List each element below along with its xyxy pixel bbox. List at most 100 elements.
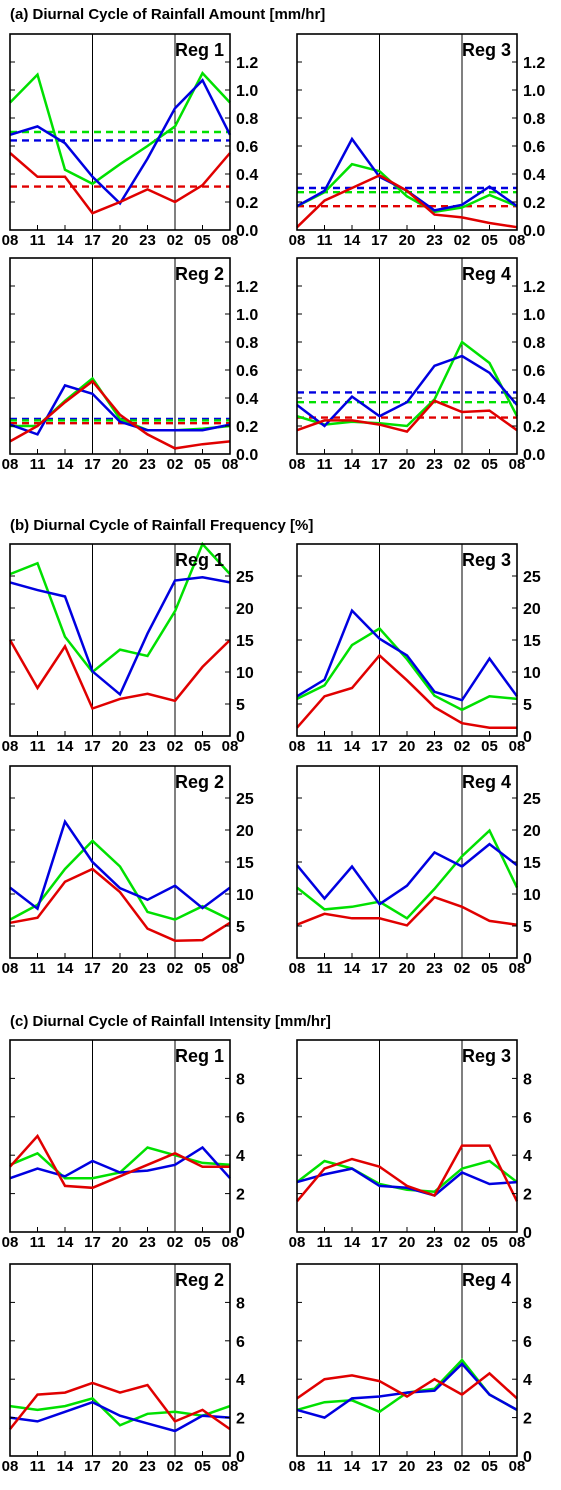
section-a-reg-2-x-tick-label: 17 — [84, 456, 101, 473]
section-c-reg-1-frame — [9, 1039, 231, 1233]
section-b-reg-3-x-tick-label: 11 — [317, 738, 333, 755]
section-b-reg-2-series-blue — [9, 818, 231, 911]
section-c-reg-4-panel: 08 11 14 17 20 23 02 05 08 2 4 6 8 0 Reg 4 — [289, 1263, 532, 1475]
section-c-reg-1-panel: 08 11 14 17 20 23 02 05 08 2 4 6 8 0 Reg 1 — [2, 1039, 245, 1251]
section-a-reg-4-y-zero-label: 0.0 — [523, 447, 545, 464]
section-c-reg-4-x-tick-label: 08 — [289, 1458, 306, 1475]
section-c-reg-4-x-tick-label: 08 — [509, 1458, 526, 1475]
section-a-reg-3-y-zero-label: 0.0 — [523, 223, 545, 240]
section-a-reg-3-x-tick-label: 08 — [289, 232, 306, 249]
section-c-reg-4-y-tick-label: 4 — [523, 1372, 532, 1389]
section-c-reg-1-panel-label: Reg 1 — [175, 1046, 224, 1066]
section-a-reg-4-panel-label: Reg 4 — [462, 264, 511, 284]
section-a-reg-1-series-blue — [9, 78, 232, 206]
section-a-reg-1-y-tick-label: 0.6 — [236, 139, 258, 156]
section-c-reg-3-x-tick-label: 08 — [509, 1234, 526, 1251]
section-a-reg-4-x-tick-label: 20 — [399, 456, 416, 473]
section-c-reg-4-x-tick-label: 20 — [399, 1458, 416, 1475]
section-a-reg-4-x-tick-label: 02 — [454, 456, 471, 473]
section-b-reg-2-x-tick-label: 23 — [139, 960, 156, 977]
section-b: (b) Diurnal Cycle of Rainfall Frequency … — [10, 517, 313, 534]
section-a-reg-3-series-blue — [296, 136, 518, 212]
section-b-reg-4-x-tick-label: 11 — [317, 960, 333, 977]
section-c-reg-1-x-tick-label: 14 — [57, 1234, 74, 1251]
section-c-reg-4-x-tick-label: 05 — [481, 1458, 498, 1475]
section-c-reg-2-x-tick-label: 17 — [84, 1458, 101, 1475]
section-a-reg-2-y-tick-label: 0.2 — [236, 419, 258, 436]
section-b-reg-2-y-tick-label: 5 — [236, 919, 245, 936]
section-b-reg-2-x-tick-label: 17 — [84, 960, 101, 977]
section-c-reg-4-x-tick-label: 11 — [317, 1458, 333, 1475]
section-b-reg-3-y-tick-label: 25 — [523, 569, 541, 586]
section-c-reg-2-panel: 08 11 14 17 20 23 02 05 08 2 4 6 8 0 Reg 2 — [2, 1263, 245, 1475]
section-c-reg-2-frame — [9, 1263, 231, 1457]
section-c-reg-3-y-tick-label: 8 — [523, 1071, 532, 1088]
section-b-reg-2-panel: 08 11 14 17 20 23 02 05 08 5 10 15 20 25 0 Reg 2 — [2, 765, 254, 977]
section-c-reg-4-series-red — [296, 1371, 518, 1400]
section-c-reg-2-x-tick-label: 02 — [167, 1458, 184, 1475]
section-c-reg-1-x-tick-label: 11 — [30, 1234, 46, 1251]
section-b-reg-4-y-tick-label: 5 — [523, 919, 532, 936]
section-a-reg-1-x-tick-label: 08 — [2, 232, 19, 249]
section-a-reg-3-x-tick-label: 02 — [454, 232, 471, 249]
section-b-reg-1-x-tick-label: 20 — [112, 738, 129, 755]
section-a-reg-2-x-tick-label: 05 — [194, 456, 211, 473]
section-c-reg-2-y-tick-label: 8 — [236, 1295, 245, 1312]
section-a-reg-2-panel: 08 11 14 17 20 23 02 05 08 0.2 0.4 0.6 0.8 1.0 1.2 0.0 R… — [2, 257, 258, 473]
section-b-reg-4-x-tick-label: 08 — [289, 960, 306, 977]
section-c: (c) Diurnal Cycle of Rainfall Intensity … — [10, 1013, 331, 1030]
section-c-reg-3-x-tick-label: 14 — [344, 1234, 361, 1251]
section-b-reg-1-x-tick-label: 02 — [167, 738, 184, 755]
section-a-reg-3-series-red — [296, 173, 518, 229]
section-a-reg-3-frame — [296, 33, 518, 231]
section-b-reg-4-series-blue — [296, 842, 518, 906]
section-a-reg-1-x-tick-label: 08 — [222, 232, 239, 249]
section-b-reg-4-x-tick-label: 08 — [509, 960, 526, 977]
section-c-reg-2-x-tick-label: 14 — [57, 1458, 74, 1475]
section-b-reg-1-panel: 08 11 14 17 20 23 02 05 08 5 10 15 20 25 0 Reg 1 — [2, 541, 254, 755]
section-c-reg-3-series-green — [296, 1159, 518, 1193]
section-a-reg-4-series-blue — [296, 354, 518, 428]
section-a-reg-1-y-tick-label: 0.4 — [236, 167, 258, 184]
section-b-reg-3-panel: 08 11 14 17 20 23 02 05 08 5 10 15 20 25 0 Reg 3 — [289, 543, 541, 755]
section-c-reg-2-x-tick-label: 08 — [2, 1458, 19, 1475]
section-b-reg-2-y-tick-label: 15 — [236, 855, 254, 872]
section-a-reg-3-panel-label: Reg 3 — [462, 40, 511, 60]
section-b-reg-4-y-tick-label: 15 — [523, 855, 541, 872]
section-c-reg-4-y-tick-label: 2 — [523, 1411, 532, 1428]
section-c-reg-3-y-tick-label: 6 — [523, 1110, 532, 1127]
section-c-reg-4-x-tick-label: 17 — [371, 1458, 388, 1475]
section-a-reg-1-y-tick-label: 0.2 — [236, 195, 258, 212]
section-b-reg-3-y-tick-label: 5 — [523, 697, 532, 714]
section-c-reg-3-x-tick-label: 05 — [481, 1234, 498, 1251]
section-b-reg-4-panel-label: Reg 4 — [462, 772, 511, 792]
section-c-reg-2-y-tick-label: 4 — [236, 1372, 245, 1389]
section-b-reg-2-y-tick-label: 10 — [236, 887, 254, 904]
section-a-reg-3-y-tick-label: 0.4 — [523, 167, 545, 184]
section-b-reg-1-x-tick-label: 08 — [2, 738, 19, 755]
section-a-reg-3-x-tick-label: 05 — [481, 232, 498, 249]
section-c-reg-3-x-tick-label: 17 — [371, 1234, 388, 1251]
section-a-reg-1-y-zero-label: 0.0 — [236, 223, 258, 240]
section-c-reg-1-y-tick-label: 2 — [236, 1187, 245, 1204]
section-a-reg-2-x-tick-label: 11 — [30, 456, 46, 473]
section-c-reg-1-x-tick-label: 17 — [84, 1234, 101, 1251]
section-a-reg-2-y-tick-label: 0.8 — [236, 335, 258, 352]
section-c-reg-1-y-tick-label: 6 — [236, 1110, 245, 1127]
section-c-reg-4-x-tick-label: 02 — [454, 1458, 471, 1475]
section-b-reg-3-series-blue — [296, 608, 519, 702]
section-b-reg-1-x-tick-label: 23 — [139, 738, 156, 755]
section-b-reg-3-x-tick-label: 23 — [426, 738, 443, 755]
section-a-reg-2-y-zero-label: 0.0 — [236, 447, 258, 464]
section-a-reg-1-x-tick-label: 02 — [167, 232, 184, 249]
section-c-reg-3-series-blue — [296, 1167, 518, 1197]
section-b-reg-2-frame — [9, 765, 231, 959]
section-b-reg-3-x-tick-label: 17 — [371, 738, 388, 755]
section-c-reg-3-y-tick-label: 2 — [523, 1187, 532, 1204]
section-a-reg-2-y-tick-label: 1.2 — [236, 279, 258, 296]
section-c-reg-3-x-tick-label: 20 — [399, 1234, 416, 1251]
section-a-reg-4-x-tick-label: 17 — [371, 456, 388, 473]
section-b-reg-1-y-zero-label: 0 — [236, 729, 245, 746]
section-a-reg-1-x-tick-label: 20 — [112, 232, 129, 249]
section-b-reg-1-y-tick-label: 15 — [236, 633, 254, 650]
